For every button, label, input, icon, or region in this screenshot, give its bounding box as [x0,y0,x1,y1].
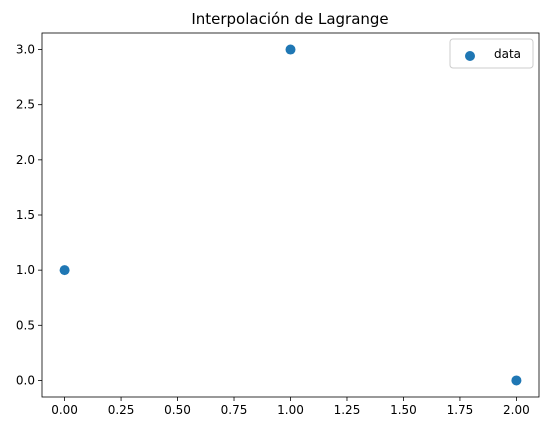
x-tick-label: 2.00 [503,403,530,417]
y-tick-label: 2.5 [16,98,35,112]
x-tick-label: 1.25 [334,403,361,417]
x-tick-label: 0.25 [108,403,135,417]
y-axis: 0.0 0.5 1.0 1.5 2.0 2.5 3.0 [16,43,42,387]
legend: data [449,38,534,69]
x-tick-label: 1.00 [277,403,304,417]
x-tick-label: 1.75 [447,403,474,417]
x-tick-label: 0.75 [221,403,248,417]
data-point [285,44,296,55]
x-tick-label: 0.00 [51,403,78,417]
legend-marker [465,51,475,61]
y-tick-label: 0.5 [16,318,35,332]
chart-title: Interpolación de Lagrange [191,10,388,28]
y-tick-label: 2.0 [16,153,35,167]
y-tick-label: 1.5 [16,208,35,222]
y-tick-label: 1.0 [16,263,35,277]
x-tick-label: 1.50 [390,403,417,417]
y-tick-label: 3.0 [16,43,35,57]
x-tick-label: 0.50 [164,403,191,417]
plot-area [41,32,540,398]
x-axis: 0.00 0.25 0.50 0.75 1.00 1.25 1.50 1.75 2.00 [51,397,530,417]
legend-label: data [494,47,521,61]
data-point [59,265,70,276]
y-tick-label: 0.0 [16,373,35,387]
data-point [511,375,522,386]
scatter-series [59,44,522,386]
